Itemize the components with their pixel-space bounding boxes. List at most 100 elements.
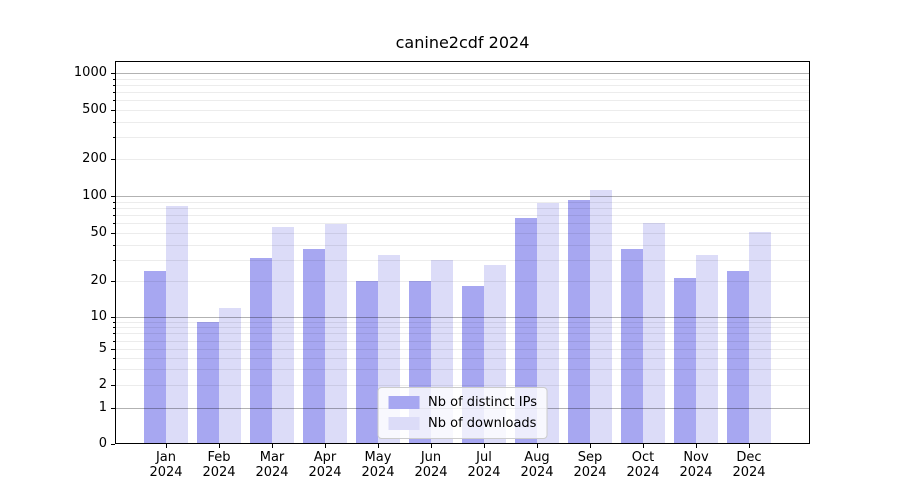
month-label: Feb xyxy=(207,450,231,465)
chart-title: canine2cdf 2024 xyxy=(395,33,530,52)
gridline-minor xyxy=(115,245,810,246)
x-tick-mark xyxy=(749,444,750,448)
y-minor-tick-mark xyxy=(113,358,115,359)
month-label: Jan xyxy=(155,450,177,465)
x-tick-mark xyxy=(219,444,220,448)
bar-downloads-nov xyxy=(696,254,718,444)
gridline-minor xyxy=(115,137,810,138)
y-minor-tick-mark xyxy=(113,260,115,261)
x-tick-label-jan: Jan 2024 xyxy=(134,450,198,480)
y-tick-label: 0 xyxy=(98,436,107,451)
month-label: Aug xyxy=(524,450,550,465)
y-tick-label: 100 xyxy=(82,188,107,203)
y-minor-tick-mark xyxy=(113,327,115,328)
gridline-minor xyxy=(115,369,810,370)
y-minor-tick-mark xyxy=(113,122,115,123)
x-tick-label-sep: Sep 2024 xyxy=(558,450,622,480)
x-tick-mark xyxy=(696,444,697,448)
x-tick-label-apr: Apr 2024 xyxy=(293,450,357,480)
x-tick-label-dec: Dec 2024 xyxy=(717,450,781,480)
legend: Nb of distinct IPs Nb of downloads xyxy=(377,387,548,439)
y-minor-tick-mark xyxy=(113,137,115,138)
y-minor-tick-mark xyxy=(113,92,115,93)
x-tick-mark xyxy=(325,444,326,448)
y-tick-mark xyxy=(111,110,115,111)
gridline-minor xyxy=(115,202,810,203)
bar-distinct-ips-dec xyxy=(727,271,749,444)
y-tick-mark xyxy=(111,408,115,409)
y-tick-mark xyxy=(111,385,115,386)
gridline-minor xyxy=(115,159,810,160)
gridline-major xyxy=(115,317,810,318)
y-tick-mark xyxy=(111,196,115,197)
y-tick-mark xyxy=(111,73,115,74)
bar-distinct-ips-apr xyxy=(303,248,325,444)
gridline-major xyxy=(115,73,810,74)
y-tick-mark xyxy=(111,159,115,160)
x-tick-label-nov: Nov 2024 xyxy=(664,450,728,480)
y-minor-tick-mark xyxy=(113,215,115,216)
y-tick-mark xyxy=(111,349,115,350)
gridline-minor xyxy=(115,260,810,261)
year-label: 2024 xyxy=(520,465,554,480)
year-label: 2024 xyxy=(202,465,236,480)
year-label: 2024 xyxy=(308,465,342,480)
legend-label-distinct-ips: Nb of distinct IPs xyxy=(428,395,537,410)
x-tick-label-oct: Oct 2024 xyxy=(611,450,675,480)
bar-distinct-ips-feb xyxy=(197,321,219,444)
y-tick-label: 1000 xyxy=(73,65,107,80)
bar-downloads-sep xyxy=(590,189,612,444)
x-tick-label-jun: Jun 2024 xyxy=(399,450,463,480)
bar-downloads-apr xyxy=(325,224,347,444)
y-minor-tick-mark xyxy=(113,202,115,203)
y-minor-tick-mark xyxy=(113,208,115,209)
gridline-minor xyxy=(115,85,810,86)
x-tick-mark xyxy=(431,444,432,448)
bar-distinct-ips-oct xyxy=(621,248,643,444)
x-tick-label-feb: Feb 2024 xyxy=(187,450,251,480)
month-label: Mar xyxy=(259,450,285,465)
bar-downloads-dec xyxy=(749,231,771,444)
x-tick-mark xyxy=(590,444,591,448)
gridline-minor xyxy=(115,92,810,93)
legend-item-distinct-ips: Nb of distinct IPs xyxy=(388,395,537,410)
year-label: 2024 xyxy=(255,465,289,480)
legend-item-downloads: Nb of downloads xyxy=(388,416,537,431)
year-label: 2024 xyxy=(679,465,713,480)
year-label: 2024 xyxy=(149,465,183,480)
gridline-minor xyxy=(115,110,810,111)
bar-downloads-aug xyxy=(537,203,559,444)
year-label: 2024 xyxy=(467,465,501,480)
year-label: 2024 xyxy=(573,465,607,480)
bar-distinct-ips-nov xyxy=(674,278,696,444)
y-tick-mark xyxy=(111,444,115,445)
gridline-minor xyxy=(115,79,810,80)
x-tick-mark xyxy=(643,444,644,448)
y-tick-label: 500 xyxy=(82,102,107,117)
gridline-minor xyxy=(115,233,810,234)
y-minor-tick-mark xyxy=(113,341,115,342)
x-tick-mark xyxy=(166,444,167,448)
month-label: Apr xyxy=(313,450,337,465)
bar-downloads-jan xyxy=(166,205,188,444)
gridline-minor xyxy=(115,358,810,359)
x-tick-mark xyxy=(272,444,273,448)
legend-swatch-distinct-ips-icon xyxy=(388,396,420,409)
bar-downloads-feb xyxy=(219,307,241,444)
x-tick-label-aug: Aug 2024 xyxy=(505,450,569,480)
bar-downloads-oct xyxy=(643,223,665,444)
legend-label-downloads: Nb of downloads xyxy=(428,416,537,431)
y-minor-tick-mark xyxy=(113,79,115,80)
y-tick-label: 1 xyxy=(98,400,107,415)
bar-distinct-ips-jan xyxy=(144,271,166,444)
legend-swatch-downloads-icon xyxy=(388,417,420,430)
y-tick-mark xyxy=(111,281,115,282)
gridline-minor xyxy=(115,100,810,101)
gridline-minor xyxy=(115,223,810,224)
year-label: 2024 xyxy=(361,465,395,480)
plot-area: Nb of distinct IPs Nb of downloads xyxy=(115,61,810,444)
gridline-minor xyxy=(115,322,810,323)
y-tick-mark xyxy=(111,317,115,318)
y-tick-label: 20 xyxy=(90,273,107,288)
